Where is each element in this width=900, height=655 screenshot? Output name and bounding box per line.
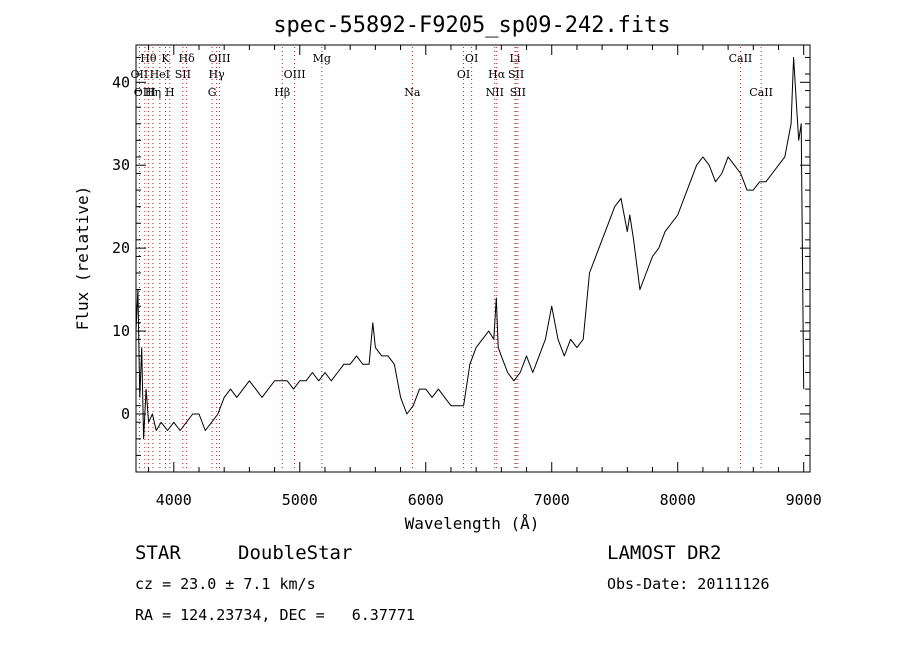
line-id-label: K	[161, 52, 170, 65]
series-layer	[135, 56, 805, 440]
line-id-label: H	[165, 86, 175, 99]
x-tick-label: 6000	[408, 491, 444, 509]
line-id-label: CaII	[729, 52, 753, 65]
line-id-label: OIII	[208, 52, 230, 65]
line-id-layer: HθOIIOIIIKHeIHηHδSIIHOIIIHγGOIIIHβMgNaOI…	[131, 47, 773, 471]
line-id-label: NII	[486, 86, 504, 99]
line-id-label: Hγ	[209, 68, 226, 81]
y-axis-label: Flux (relative)	[73, 186, 92, 331]
line-id-label: OIII	[284, 68, 306, 81]
spectrum-info: STAR DoubleStar LAMOST DR2 cz = 23.0 ± 7…	[135, 542, 770, 624]
y-axis: 0 10 20 30 40	[112, 56, 810, 456]
line-id-label: Na	[404, 86, 421, 99]
x-axis: 4000 5000 6000 7000 8000 9000	[148, 45, 822, 509]
spectrum-line	[135, 56, 805, 440]
obs-date: Obs-Date: 20111126	[607, 575, 770, 593]
object-class: STAR	[135, 542, 181, 564]
line-id-label: HeI	[150, 68, 170, 81]
chart-title: spec-55892-F9205_sp09-242.fits	[273, 13, 670, 38]
x-tick-label: 5000	[282, 491, 318, 509]
line-id-label: OI	[457, 68, 470, 81]
y-tick-label: 40	[112, 73, 130, 91]
line-id-label: Mg	[313, 52, 331, 65]
ra-dec-coordinates: RA = 124.23734, DEC = 6.37771	[135, 606, 415, 624]
line-id-label: Li	[510, 52, 521, 65]
x-tick-label: 8000	[660, 491, 696, 509]
line-id-label: Hη	[145, 86, 161, 99]
line-id-label: SII	[175, 68, 191, 81]
x-axis-label: Wavelength (Å)	[405, 514, 540, 533]
survey-name: LAMOST DR2	[607, 542, 721, 564]
object-subclass: DoubleStar	[238, 542, 352, 564]
line-id-label: Hθ	[140, 52, 157, 65]
plot-frame	[135, 44, 811, 473]
x-tick-label: 9000	[786, 491, 822, 509]
line-id-label: Hβ	[274, 86, 290, 99]
line-id-label: SII	[510, 86, 526, 99]
y-tick-label: 30	[112, 156, 130, 174]
x-tick-label: 7000	[534, 491, 570, 509]
redshift-cz: cz = 23.0 ± 7.1 km/s	[135, 575, 316, 593]
line-id-label: Hδ	[179, 52, 196, 65]
line-id-label: G	[208, 86, 217, 99]
y-tick-label: 0	[121, 405, 130, 423]
line-id-label: Hα	[488, 68, 506, 81]
y-tick-label: 20	[112, 239, 130, 257]
x-tick-label: 4000	[156, 491, 192, 509]
line-id-label: OIII	[134, 86, 156, 99]
plot-area	[135, 44, 811, 473]
y-tick-label: 10	[112, 322, 130, 340]
line-id-label: CaII	[749, 86, 773, 99]
line-id-label: SII	[508, 68, 524, 81]
line-id-label: OI	[465, 52, 478, 65]
